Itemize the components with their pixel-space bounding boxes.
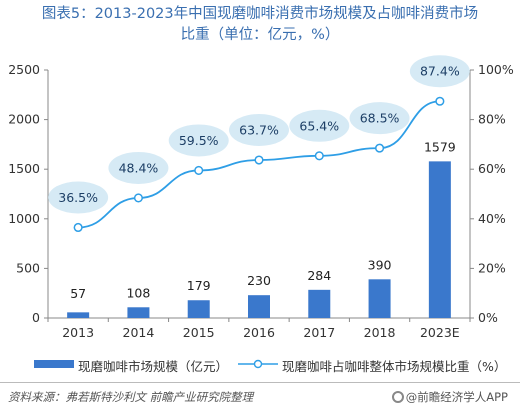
y-left-tick-label: 1500 bbox=[8, 161, 40, 176]
legend-line-label: 现磨咖啡占咖啡整体市场规模比重（%） bbox=[282, 359, 507, 374]
line-point bbox=[133, 193, 143, 203]
line-label-bubble bbox=[289, 109, 350, 142]
legend-swatches bbox=[34, 359, 278, 369]
bar bbox=[67, 312, 90, 318]
y-right-tick-label: 100% bbox=[478, 62, 514, 77]
brand-logo-icon bbox=[391, 391, 404, 403]
x-tick-label: 2015 bbox=[183, 325, 215, 340]
y-right-tick-label: 80% bbox=[478, 112, 506, 127]
brand-text: @前瞻经济学人APP bbox=[405, 390, 508, 404]
legend-bar-swatch bbox=[34, 360, 74, 368]
line-point bbox=[254, 155, 264, 165]
line-label-bubble bbox=[168, 124, 229, 157]
line-value-label: 65.4% bbox=[299, 118, 339, 133]
y-right-tick-label: 60% bbox=[478, 161, 506, 176]
y-left-tick-label: 500 bbox=[16, 260, 40, 275]
x-tick-label: 2014 bbox=[123, 325, 155, 340]
bar-value-label: 57 bbox=[70, 286, 86, 301]
line-label-bubble bbox=[48, 181, 109, 214]
y-left-tick-label: 0 bbox=[32, 310, 40, 325]
bar bbox=[308, 289, 331, 318]
legend-line-marker bbox=[253, 359, 263, 369]
line-value-label: 36.5% bbox=[58, 190, 98, 205]
line-label-bubble bbox=[349, 102, 410, 135]
bar-value-label: 284 bbox=[307, 268, 331, 283]
bar bbox=[187, 300, 210, 318]
line-label-bubble bbox=[108, 151, 169, 184]
bar bbox=[248, 295, 270, 318]
legend-bar-label: 现磨咖啡市场规模（亿元） bbox=[78, 359, 229, 374]
bar-value-label: 179 bbox=[187, 278, 211, 293]
bar bbox=[428, 161, 451, 318]
line-value-label: 59.5% bbox=[179, 133, 219, 148]
footer-divider bbox=[0, 382, 520, 383]
brand-credit: @前瞻经济学人APP bbox=[391, 389, 508, 405]
bar bbox=[127, 307, 150, 318]
chart-title-line1: 图表5：2013-2023年中国现磨咖啡消费市场规模及占咖啡消费市场 bbox=[41, 6, 479, 22]
x-tick-label: 2016 bbox=[243, 325, 275, 340]
x-tick-label: 2023E bbox=[420, 325, 460, 340]
bar-value-label: 108 bbox=[126, 285, 150, 300]
y-right-tick-label: 20% bbox=[478, 260, 506, 275]
line-value-label: 87.4% bbox=[420, 64, 460, 79]
line-point bbox=[314, 151, 324, 161]
bar bbox=[368, 279, 391, 318]
y-left-tick-label: 1000 bbox=[8, 211, 40, 226]
line-point bbox=[194, 165, 204, 175]
y-right-tick-label: 0% bbox=[478, 310, 498, 325]
bar-value-label: 1579 bbox=[424, 139, 456, 154]
x-tick-label: 2017 bbox=[303, 325, 335, 340]
line-point bbox=[435, 96, 445, 106]
line-label-bubble bbox=[229, 114, 289, 147]
y-right-tick-label: 40% bbox=[478, 211, 506, 226]
line-point bbox=[375, 143, 385, 153]
line-label-bubble bbox=[409, 55, 470, 88]
chart-title: 图表5：2013-2023年中国现磨咖啡消费市场规模及占咖啡消费市场 比重（单位… bbox=[0, 4, 520, 46]
source-note: 资料来源：弗若斯特沙利文 前瞻产业研究院整理 bbox=[8, 390, 254, 404]
line-point bbox=[73, 222, 83, 233]
bar-value-label: 390 bbox=[368, 257, 392, 272]
line-value-label: 48.4% bbox=[119, 160, 159, 175]
y-left-tick-label: 2500 bbox=[8, 62, 40, 77]
y-left-tick-label: 2000 bbox=[8, 112, 40, 127]
line-value-label: 63.7% bbox=[239, 123, 279, 138]
bar-value-label: 230 bbox=[247, 273, 271, 288]
x-tick-label: 2018 bbox=[364, 325, 396, 340]
chart-title-line2: 比重（单位：亿元，%） bbox=[180, 27, 340, 43]
line-value-label: 68.5% bbox=[360, 111, 400, 126]
x-tick-label: 2013 bbox=[62, 325, 94, 340]
